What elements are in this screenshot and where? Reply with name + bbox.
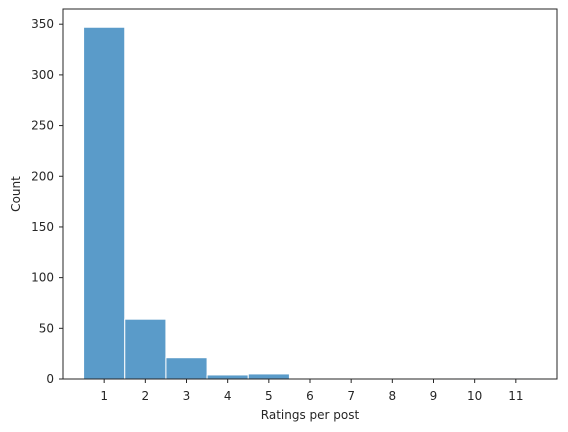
x-tick-label: 5 [265,389,273,403]
y-tick-label: 50 [39,321,54,335]
x-tick-label: 9 [430,389,438,403]
x-tick-label: 3 [183,389,191,403]
x-tick-label: 7 [347,389,355,403]
y-tick-label: 0 [46,372,54,386]
y-tick-label: 250 [31,119,54,133]
x-tick-label: 2 [142,389,150,403]
x-tick-label: 6 [306,389,314,403]
x-tick-label: 11 [508,389,523,403]
y-tick-label: 300 [31,68,54,82]
y-tick-label: 350 [31,17,54,31]
bar-3 [165,357,208,380]
x-tick-label: 1 [100,389,108,403]
y-tick-label: 200 [31,169,54,183]
x-axis-label: Ratings per post [261,408,360,422]
bars-group [83,26,537,380]
y-tick-label: 150 [31,220,54,234]
bar-4 [206,374,249,380]
y-tick-label: 100 [31,271,54,285]
bar-1 [83,26,126,380]
x-ticks-group: 1 2 3 4 5 6 7 8 9 10 11 [100,379,523,403]
bar-2 [124,318,167,380]
bar-5 [247,373,290,380]
y-axis-label: Count [9,176,23,212]
x-tick-label: 4 [224,389,232,403]
x-tick-label: 10 [467,389,482,403]
y-ticks-group: 0 50 100 150 200 250 300 350 [31,17,63,386]
x-tick-label: 8 [389,389,397,403]
